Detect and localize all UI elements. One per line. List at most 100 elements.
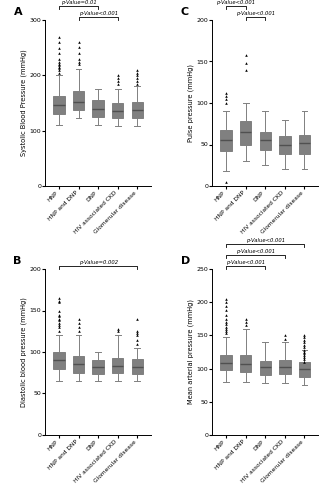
Point xyxy=(135,340,140,347)
Point xyxy=(115,74,120,82)
PathPatch shape xyxy=(299,362,310,376)
PathPatch shape xyxy=(53,96,65,114)
Point xyxy=(302,352,307,360)
Point xyxy=(56,323,61,331)
Point xyxy=(135,332,140,340)
Point xyxy=(224,178,229,186)
Point xyxy=(115,327,120,335)
Point xyxy=(56,310,61,318)
Point xyxy=(224,312,229,320)
Point xyxy=(56,319,61,327)
Y-axis label: Pulse pressure (mmHg): Pulse pressure (mmHg) xyxy=(187,64,194,142)
Text: p-Value<0.001: p-Value<0.001 xyxy=(236,249,275,254)
PathPatch shape xyxy=(240,356,251,372)
Y-axis label: Systolic Blood Pressure (mmHg): Systolic Blood Pressure (mmHg) xyxy=(20,50,26,156)
PathPatch shape xyxy=(260,360,271,375)
Point xyxy=(115,77,120,85)
Point xyxy=(115,325,120,333)
Point xyxy=(76,49,81,57)
Point xyxy=(56,66,61,74)
Point xyxy=(76,323,81,331)
PathPatch shape xyxy=(279,360,290,374)
Text: p-Value<0.001: p-Value<0.001 xyxy=(226,260,265,265)
Point xyxy=(302,348,307,356)
Point xyxy=(243,66,248,74)
Point xyxy=(243,315,248,323)
Point xyxy=(224,298,229,306)
Point xyxy=(224,89,229,97)
Text: p-Value=0.002: p-Value=0.002 xyxy=(78,260,118,265)
Text: p-Value=0.01: p-Value=0.01 xyxy=(61,0,96,5)
Text: p-Value<0.001: p-Value<0.001 xyxy=(246,238,285,244)
Point xyxy=(56,315,61,323)
Text: p-Value<0.001: p-Value<0.001 xyxy=(236,11,275,16)
Point xyxy=(224,306,229,314)
Text: A: A xyxy=(14,6,22,16)
PathPatch shape xyxy=(299,134,310,154)
PathPatch shape xyxy=(73,91,84,110)
Point xyxy=(76,54,81,62)
Point xyxy=(135,329,140,337)
Point xyxy=(302,338,307,346)
Point xyxy=(56,298,61,306)
Point xyxy=(135,80,140,88)
Point xyxy=(56,316,61,324)
Point xyxy=(135,72,140,80)
Y-axis label: Mean arterial pressure (mmHg): Mean arterial pressure (mmHg) xyxy=(187,300,194,405)
Point xyxy=(56,54,61,62)
Point xyxy=(302,354,307,362)
Point xyxy=(56,32,61,40)
Point xyxy=(135,68,140,76)
Point xyxy=(135,336,140,344)
Point xyxy=(224,325,229,333)
PathPatch shape xyxy=(53,352,65,368)
Point xyxy=(56,320,61,328)
PathPatch shape xyxy=(220,356,232,370)
Point xyxy=(76,315,81,323)
Point xyxy=(56,60,61,68)
Point xyxy=(302,358,307,366)
Text: B: B xyxy=(14,256,22,266)
Point xyxy=(243,322,248,330)
Y-axis label: Diastolic blood pressure (mmHg): Diastolic blood pressure (mmHg) xyxy=(20,297,26,407)
Text: p-Value<0.001: p-Value<0.001 xyxy=(78,11,118,16)
Text: D: D xyxy=(181,256,190,266)
Text: C: C xyxy=(181,6,189,16)
Point xyxy=(56,64,61,72)
Point xyxy=(302,346,307,354)
Point xyxy=(56,38,61,46)
Point xyxy=(224,295,229,303)
Point xyxy=(56,68,61,76)
Text: p-Value<0.001: p-Value<0.001 xyxy=(216,0,255,5)
Point xyxy=(56,296,61,304)
Point xyxy=(56,62,61,70)
Point xyxy=(224,318,229,326)
Point xyxy=(302,342,307,349)
Point xyxy=(224,323,229,331)
Point xyxy=(56,312,61,320)
PathPatch shape xyxy=(131,102,143,118)
Point xyxy=(56,327,61,335)
Point xyxy=(282,332,287,340)
Point xyxy=(224,320,229,328)
Point xyxy=(56,58,61,66)
PathPatch shape xyxy=(220,130,232,151)
Point xyxy=(76,42,81,50)
Point xyxy=(282,334,287,342)
Point xyxy=(224,330,229,338)
Point xyxy=(224,327,229,335)
Point xyxy=(56,306,61,314)
Point xyxy=(224,95,229,103)
Point xyxy=(135,315,140,323)
Point xyxy=(76,327,81,335)
Point xyxy=(302,350,307,358)
Point xyxy=(76,319,81,327)
Point xyxy=(135,327,140,335)
Point xyxy=(56,44,61,52)
Point xyxy=(224,315,229,323)
Point xyxy=(302,332,307,340)
Point xyxy=(115,72,120,80)
Point xyxy=(224,92,229,100)
PathPatch shape xyxy=(279,136,290,154)
PathPatch shape xyxy=(92,100,104,117)
